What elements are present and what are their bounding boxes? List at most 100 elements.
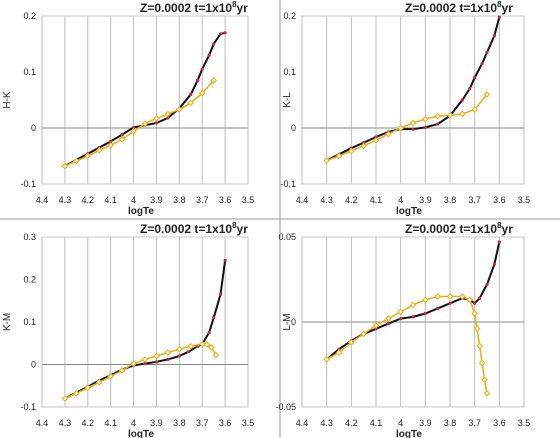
chart-panel-2: 4.4 4.3 4.2 4.1 4 3.9 3.8 3.7 3.6 3.5 -0.1 0 0.1 0.2 0… <box>2 221 254 438</box>
data-point <box>397 124 404 132</box>
x-tick-label: 3.6 <box>219 195 232 205</box>
data-point <box>176 345 183 353</box>
data-point <box>473 325 481 333</box>
data-point <box>61 395 69 402</box>
data-point <box>423 311 427 316</box>
data-point <box>459 110 466 118</box>
data-point <box>374 327 378 331</box>
title-tail: yr <box>502 1 514 15</box>
data-point <box>153 352 160 360</box>
title-main: Z=0.0002 t=1x10 <box>140 1 232 15</box>
y-tick-label: 0.3 <box>23 232 36 242</box>
data-point <box>422 115 429 123</box>
data-point <box>131 125 136 130</box>
data-point <box>73 157 80 165</box>
data-point <box>436 122 440 126</box>
data-point <box>95 147 103 154</box>
y-tick-label: 0.05 <box>278 232 296 242</box>
data-point <box>478 296 482 300</box>
panels: 4.4 4.3 4.2 4.1 4 3.9 3.8 3.7 3.6 3.5 -0.1 0 0.1 0.2 l… <box>2 0 530 438</box>
data-point <box>399 317 403 321</box>
series-line-0 <box>64 31 226 167</box>
x-tick-label: 4 <box>131 418 136 428</box>
data-point <box>497 240 501 244</box>
data-point <box>196 78 200 82</box>
data-point <box>130 360 137 367</box>
data-point <box>485 283 489 287</box>
y-tick-label: 0.2 <box>23 11 36 21</box>
x-tick-label: 4.3 <box>320 418 333 428</box>
chart-panel-1: 4.4 4.3 4.2 4.1 4 3.9 3.8 3.7 3.6 3.5 -0.1 0 0.1 0.2 l… <box>280 0 530 217</box>
data-point <box>212 316 216 320</box>
data-point <box>476 342 483 350</box>
title-main: Z=0.0002 t=1x10 <box>405 222 497 236</box>
data-point <box>186 350 191 354</box>
x-tick-label: 3.9 <box>150 418 163 428</box>
data-point <box>73 390 80 397</box>
data-point <box>473 76 477 80</box>
data-point <box>210 77 217 84</box>
data-point <box>348 339 355 346</box>
x-tick-label: 3.8 <box>173 195 186 205</box>
x-tick-label: 4.4 <box>36 418 49 428</box>
data-point <box>485 50 489 55</box>
title-main: Z=0.0002 t=1x10 <box>140 222 232 236</box>
data-point <box>374 135 378 139</box>
data-point <box>118 367 126 374</box>
data-point <box>176 106 183 113</box>
x-tick-label: 3.7 <box>468 195 481 205</box>
x-axis-label: logTe <box>128 429 154 438</box>
x-tick-label: 3.7 <box>468 418 481 428</box>
data-point <box>434 293 441 300</box>
data-point <box>372 322 380 329</box>
data-point <box>335 349 343 356</box>
data-point <box>481 376 488 384</box>
series-line-0 <box>326 16 501 162</box>
x-tick-label: 4.2 <box>82 195 95 205</box>
data-point <box>360 142 367 150</box>
y-tick-label: 0.1 <box>283 67 296 77</box>
data-point <box>335 152 343 160</box>
title-tail: yr <box>237 222 249 236</box>
x-tick-label: 3.7 <box>196 195 209 205</box>
data-point <box>200 67 204 71</box>
data-point <box>483 390 491 397</box>
data-point <box>141 356 149 363</box>
x-tick-label: 4.2 <box>82 418 95 428</box>
data-point <box>177 354 181 358</box>
x-tick-label: 4.1 <box>370 418 383 428</box>
data-point <box>362 140 366 145</box>
x-tick-label: 3.5 <box>242 195 255 205</box>
data-point <box>386 322 390 326</box>
x-tick-label: 3.8 <box>173 418 186 428</box>
y-tick-label: 0.2 <box>23 275 36 285</box>
y-tick-label: 0.1 <box>23 317 36 327</box>
data-point <box>107 142 114 149</box>
x-tick-label: 4.2 <box>345 418 358 428</box>
x-tick-label: 3.5 <box>518 195 531 205</box>
data-point <box>118 135 126 143</box>
x-tick-label: 4.4 <box>36 195 49 205</box>
title-superscript: 8 <box>497 221 502 230</box>
y-axis-label: K-M <box>2 313 13 331</box>
x-tick-label: 4.1 <box>104 418 117 428</box>
data-point <box>143 362 147 366</box>
data-point <box>153 115 160 122</box>
chart-panel-0: 4.4 4.3 4.2 4.1 4 3.9 3.8 3.7 3.6 3.5 -0.1 0 0.1 0.2 l… <box>2 0 254 217</box>
data-point <box>436 306 440 310</box>
data-point <box>466 296 474 304</box>
y-tick-label: 0 <box>31 360 36 370</box>
data-point <box>492 34 496 38</box>
x-axis-label: logTe <box>396 429 422 438</box>
x-tick-label: 4.3 <box>59 195 72 205</box>
data-point <box>61 162 69 170</box>
data-point <box>411 315 415 319</box>
title-tail: yr <box>237 1 249 15</box>
x-tick-label: 3.8 <box>444 418 457 428</box>
data-point <box>218 32 223 36</box>
data-point <box>189 92 193 96</box>
data-point <box>109 139 113 144</box>
data-point <box>198 89 206 97</box>
chart-panel-3: 4.4 4.3 4.2 4.1 4 3.9 3.8 3.7 3.6 3.5 -0.05 0 0.05 lo… <box>275 221 530 438</box>
x-tick-label: 3.9 <box>150 195 163 205</box>
